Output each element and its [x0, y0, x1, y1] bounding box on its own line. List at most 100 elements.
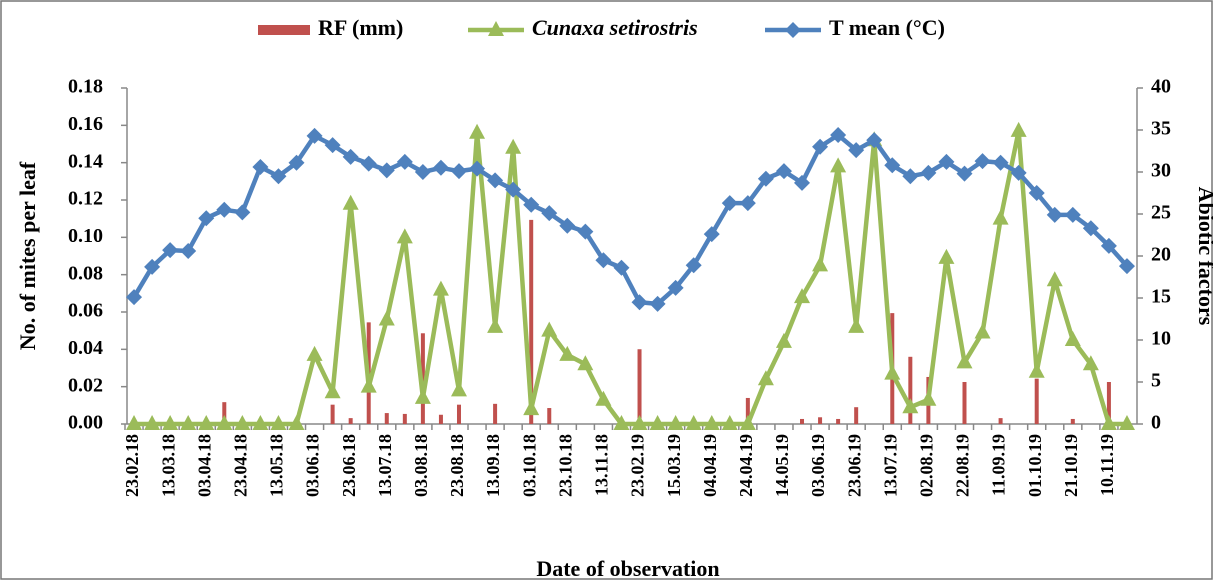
- marker: [920, 164, 937, 181]
- x-tick-label: 23.06.18: [339, 434, 359, 497]
- bar: [456, 404, 461, 424]
- marker: [884, 157, 901, 174]
- y2-axis-title: Abiotic factors: [1194, 187, 1213, 326]
- legend-swatch: [258, 25, 310, 35]
- marker: [144, 415, 161, 430]
- y2-tick-label: 20: [1151, 244, 1171, 266]
- marker: [1064, 206, 1081, 223]
- y-tick-label: 0.08: [68, 262, 103, 284]
- x-tick-label: 23.02.18: [122, 434, 142, 497]
- marker: [450, 381, 467, 397]
- bar: [745, 397, 750, 424]
- bar: [330, 404, 335, 424]
- marker: [234, 204, 251, 221]
- marker: [378, 310, 395, 326]
- marker: [559, 345, 576, 361]
- marker: [414, 164, 431, 180]
- x-tick-label: 23.06.19: [844, 434, 864, 497]
- marker: [270, 415, 287, 430]
- marker: [775, 163, 792, 180]
- marker: [757, 170, 774, 187]
- marker: [342, 194, 359, 210]
- marker: [1010, 164, 1027, 181]
- x-tick-label: 23.08.18: [447, 434, 467, 497]
- marker: [884, 364, 901, 380]
- x-tick-label: 02.08.19: [917, 434, 937, 497]
- marker: [902, 398, 919, 414]
- marker: [324, 137, 341, 154]
- marker: [631, 415, 648, 430]
- marker: [324, 383, 341, 399]
- legend-label: Cunaxa setirostris: [532, 15, 698, 40]
- x-axis-title: Date of observation: [536, 556, 719, 580]
- marker: [162, 242, 179, 259]
- y-axis-title: No. of mites per leaf: [15, 161, 40, 350]
- y2-tick-label: 25: [1151, 202, 1171, 224]
- marker: [721, 195, 738, 212]
- x-tick-label: 22.08.19: [953, 434, 973, 497]
- marker: [342, 148, 359, 165]
- marker: [577, 355, 594, 371]
- marker: [288, 154, 305, 171]
- marker: [414, 388, 431, 404]
- marker: [595, 390, 612, 406]
- marker: [432, 280, 449, 296]
- bar: [529, 219, 534, 424]
- bar: [1106, 382, 1111, 424]
- marker: [162, 415, 179, 430]
- x-tick-label: 13.07.19: [880, 434, 900, 497]
- legend-marker: [488, 21, 504, 36]
- marker: [126, 415, 143, 430]
- marker: [450, 163, 467, 180]
- marker: [144, 258, 161, 275]
- marker: [938, 153, 955, 170]
- y2-tick-label: 0: [1151, 412, 1161, 434]
- marker: [721, 415, 738, 430]
- x-tick-label: 13.11.18: [592, 434, 612, 496]
- marker: [1100, 237, 1117, 254]
- marker: [216, 415, 233, 430]
- x-tick-label: 11.09.19: [989, 434, 1009, 496]
- marker: [938, 248, 955, 264]
- marker: [667, 279, 684, 296]
- marker: [306, 127, 323, 144]
- marker: [631, 294, 648, 311]
- bar: [1034, 378, 1039, 424]
- marker: [1028, 362, 1045, 378]
- marker: [396, 153, 413, 170]
- y-tick-label: 0.12: [68, 188, 103, 210]
- y2-tick-label: 15: [1151, 286, 1171, 308]
- marker: [667, 415, 684, 430]
- y2-tick-label: 40: [1151, 76, 1171, 98]
- bar: [836, 418, 841, 424]
- marker: [378, 162, 395, 179]
- x-tick-label: 01.10.19: [1025, 434, 1045, 497]
- marker: [234, 415, 251, 430]
- y-tick-label: 0.02: [68, 374, 103, 396]
- marker: [198, 415, 215, 430]
- y2-tick-label: 30: [1151, 160, 1171, 182]
- y-tick-label: 0.14: [68, 150, 103, 172]
- marker: [794, 174, 811, 191]
- marker: [577, 223, 594, 240]
- bar: [1070, 418, 1075, 424]
- marker: [1010, 121, 1027, 137]
- bar: [962, 382, 967, 424]
- marker: [1082, 220, 1099, 237]
- x-tick-label: 13.09.18: [483, 434, 503, 497]
- y2-tick-label: 10: [1151, 328, 1171, 350]
- marker: [541, 205, 558, 222]
- marker: [1082, 355, 1099, 371]
- y-tick-label: 0.04: [68, 337, 103, 359]
- marker: [830, 127, 847, 144]
- marker: [523, 400, 540, 416]
- marker: [812, 256, 829, 272]
- marker: [541, 321, 558, 337]
- marker: [974, 323, 991, 339]
- y-tick-label: 0.10: [68, 225, 103, 247]
- marker: [595, 252, 612, 269]
- marker: [848, 142, 865, 159]
- y-tick-label: 0.18: [68, 76, 103, 98]
- marker: [360, 155, 377, 172]
- marker: [812, 138, 829, 155]
